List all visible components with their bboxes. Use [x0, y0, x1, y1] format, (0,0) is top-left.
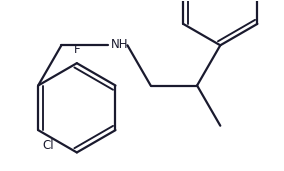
Text: NH: NH — [110, 38, 128, 51]
Text: F: F — [74, 43, 80, 56]
Text: Cl: Cl — [43, 139, 54, 152]
